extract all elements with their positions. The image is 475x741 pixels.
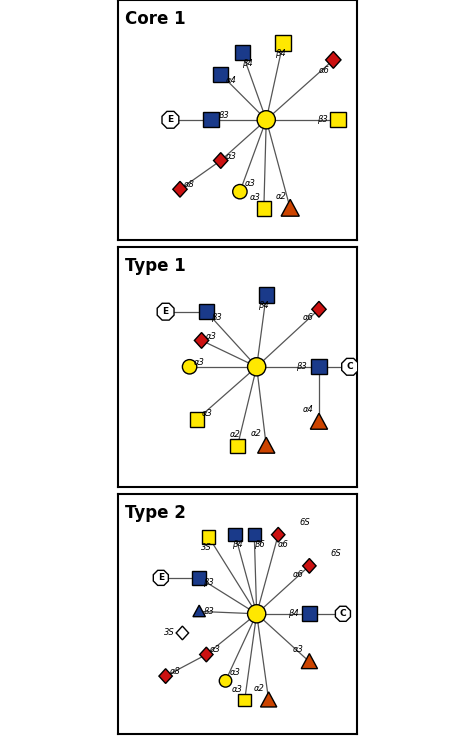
Text: α2: α2 xyxy=(276,192,286,201)
Text: α3: α3 xyxy=(210,645,221,654)
Text: β3: β3 xyxy=(295,362,306,371)
Bar xyxy=(213,67,228,82)
Text: β3: β3 xyxy=(218,110,228,119)
Text: α3: α3 xyxy=(230,668,240,677)
Text: 6S: 6S xyxy=(330,549,341,559)
Polygon shape xyxy=(303,559,316,574)
Bar xyxy=(331,112,346,127)
Circle shape xyxy=(233,185,247,199)
Text: β4: β4 xyxy=(258,301,269,310)
Text: α6: α6 xyxy=(303,313,314,322)
Bar xyxy=(276,36,291,51)
Polygon shape xyxy=(281,199,299,216)
Text: α3: α3 xyxy=(201,409,212,418)
Text: α3: α3 xyxy=(194,357,205,367)
Text: β4: β4 xyxy=(232,540,243,549)
Polygon shape xyxy=(162,111,179,128)
Circle shape xyxy=(247,358,266,376)
Polygon shape xyxy=(173,182,187,197)
Text: β6: β6 xyxy=(254,540,265,549)
Text: α3: α3 xyxy=(293,645,304,654)
Text: α4: α4 xyxy=(303,405,314,414)
Text: α2: α2 xyxy=(254,683,265,693)
Text: E: E xyxy=(158,574,164,582)
Bar xyxy=(202,531,216,544)
Text: α3: α3 xyxy=(232,685,243,694)
Text: β4: β4 xyxy=(275,50,286,59)
Text: C: C xyxy=(340,609,346,618)
Bar xyxy=(192,571,206,585)
Text: E: E xyxy=(167,116,173,124)
Polygon shape xyxy=(342,359,359,375)
Polygon shape xyxy=(159,668,172,683)
Circle shape xyxy=(182,359,197,374)
Polygon shape xyxy=(214,153,228,168)
Text: β3: β3 xyxy=(210,313,221,322)
Text: Type 2: Type 2 xyxy=(125,504,186,522)
Text: β4: β4 xyxy=(242,59,252,68)
Bar xyxy=(238,694,251,706)
Polygon shape xyxy=(194,333,209,348)
Text: α2: α2 xyxy=(251,429,262,439)
Text: 3S: 3S xyxy=(201,542,212,552)
Polygon shape xyxy=(301,654,317,668)
Text: α6: α6 xyxy=(277,540,288,549)
Bar xyxy=(235,45,250,60)
Text: α8: α8 xyxy=(184,181,195,190)
Text: Type 1: Type 1 xyxy=(125,256,186,275)
Text: β3: β3 xyxy=(203,607,214,616)
Polygon shape xyxy=(193,605,205,617)
Polygon shape xyxy=(272,528,285,542)
Bar xyxy=(228,528,242,542)
Text: E: E xyxy=(162,308,169,316)
Bar xyxy=(247,528,261,542)
Bar xyxy=(258,288,274,302)
Text: β3: β3 xyxy=(317,116,328,124)
Polygon shape xyxy=(176,626,189,639)
Bar xyxy=(256,202,271,216)
Text: α3: α3 xyxy=(225,152,236,161)
Polygon shape xyxy=(257,437,275,453)
Bar xyxy=(190,412,204,427)
Polygon shape xyxy=(157,303,174,320)
Bar xyxy=(230,439,245,453)
Polygon shape xyxy=(153,571,168,585)
Text: α3: α3 xyxy=(245,179,256,187)
Polygon shape xyxy=(312,302,326,317)
Bar xyxy=(302,606,317,622)
Text: β4: β4 xyxy=(288,609,299,618)
Polygon shape xyxy=(260,692,277,707)
Text: 6S: 6S xyxy=(299,518,310,528)
Polygon shape xyxy=(335,606,351,621)
Polygon shape xyxy=(326,51,341,68)
Text: β3: β3 xyxy=(203,578,214,587)
Circle shape xyxy=(257,110,276,129)
Text: α2: α2 xyxy=(230,430,240,439)
Bar xyxy=(311,359,327,374)
Text: α6: α6 xyxy=(293,570,304,579)
Text: α6: α6 xyxy=(318,66,329,75)
Text: α3: α3 xyxy=(206,333,217,342)
Text: α4: α4 xyxy=(225,76,236,84)
Text: Core 1: Core 1 xyxy=(125,10,186,27)
Text: C: C xyxy=(347,362,353,371)
Circle shape xyxy=(247,605,266,623)
Polygon shape xyxy=(200,647,213,662)
Circle shape xyxy=(219,674,232,687)
Polygon shape xyxy=(310,413,328,429)
Bar xyxy=(203,112,219,127)
Bar xyxy=(199,304,214,319)
Text: α8: α8 xyxy=(169,667,180,676)
Text: α3: α3 xyxy=(249,193,260,202)
Text: 3S: 3S xyxy=(164,628,175,637)
